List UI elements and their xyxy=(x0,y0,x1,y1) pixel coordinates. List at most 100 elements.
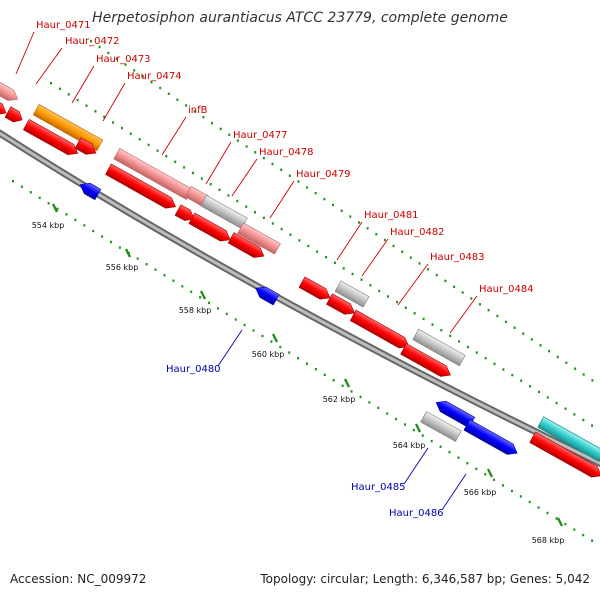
tick-dot xyxy=(511,373,514,377)
tick-dot xyxy=(12,180,14,183)
gene-feature-red[interactable] xyxy=(105,163,178,212)
tick-dot xyxy=(254,151,257,154)
tick-dot xyxy=(193,110,196,113)
tick-dot xyxy=(29,191,32,194)
tick-dot xyxy=(234,318,237,321)
tick-dot xyxy=(383,238,386,242)
tick-dot xyxy=(510,489,513,493)
gene-feature-red[interactable] xyxy=(400,343,454,381)
kbp-major-tick xyxy=(343,378,351,388)
tick-dot xyxy=(528,500,531,504)
tick-dot xyxy=(449,334,452,337)
gene-label[interactable]: Haur_0472 xyxy=(65,36,120,47)
tick-dot xyxy=(427,268,430,271)
tick-dot xyxy=(413,312,416,315)
gene-feature-red[interactable] xyxy=(0,98,9,118)
tick-dot xyxy=(270,340,273,343)
gene-feature-red[interactable] xyxy=(74,137,99,159)
gene-label[interactable]: Haur_0483 xyxy=(430,252,485,263)
gene-feature-red[interactable] xyxy=(188,212,233,245)
tick-dot xyxy=(323,197,326,201)
tick-dot xyxy=(225,312,228,316)
gene-label[interactable]: Haur_0477 xyxy=(233,130,288,141)
gene-label[interactable]: Haur_0486 xyxy=(389,508,444,519)
tick-dot xyxy=(211,121,213,125)
gene-label[interactable]: Haur_0471 xyxy=(36,20,91,31)
tick-dot xyxy=(333,261,336,264)
gene-feature-blue[interactable] xyxy=(77,179,102,201)
tick-dot xyxy=(118,246,121,249)
tick-dot xyxy=(147,143,150,147)
tick-dot xyxy=(453,285,456,288)
tick-dot xyxy=(236,139,239,142)
gene-feature-pink[interactable] xyxy=(113,148,193,200)
gene-label[interactable]: Haur_0473 xyxy=(96,54,151,65)
gene-feature-red[interactable] xyxy=(529,431,600,481)
tick-dot xyxy=(316,250,319,253)
gene-feature-red[interactable] xyxy=(4,106,25,125)
kbp-label: 556 kbp xyxy=(106,263,139,272)
tick-dot xyxy=(47,202,50,205)
tick-dot xyxy=(314,368,317,371)
tick-dot xyxy=(103,115,106,119)
tick-dot xyxy=(522,332,525,335)
tick-dot xyxy=(92,229,95,233)
tick-dot xyxy=(458,340,461,343)
gene-feature-red[interactable] xyxy=(349,309,412,352)
gene-feature-blue[interactable] xyxy=(253,283,280,306)
gene-label[interactable]: Haur_0481 xyxy=(364,210,419,221)
tick-dot xyxy=(537,506,540,509)
gene-feature-red[interactable] xyxy=(326,293,358,319)
gene-leader-line xyxy=(361,238,389,277)
tick-dot xyxy=(245,145,248,148)
tick-dot xyxy=(288,174,291,177)
tick-dot xyxy=(74,218,77,222)
tick-dot xyxy=(209,183,212,186)
tick-dot xyxy=(591,379,594,382)
tick-dot xyxy=(375,233,378,236)
gene-leader-line xyxy=(269,180,295,219)
gene-feature-red[interactable] xyxy=(227,232,267,262)
gene-label[interactable]: Haur_0478 xyxy=(259,147,314,158)
gene-label[interactable]: Haur_0480 xyxy=(166,364,221,375)
tick-dot xyxy=(190,290,193,293)
gene-feature-red[interactable] xyxy=(174,204,197,224)
gene-label[interactable]: infB xyxy=(188,105,208,116)
gene-feature-gray[interactable] xyxy=(334,280,370,308)
kbp-major-tick xyxy=(486,468,494,478)
gene-label[interactable]: Haur_0485 xyxy=(351,482,406,493)
gene-leader-line xyxy=(15,31,35,75)
gene-label[interactable]: Haur_0474 xyxy=(127,71,182,82)
kbp-label: 560 kbp xyxy=(252,350,285,359)
tick-dot xyxy=(548,349,551,353)
gene-label[interactable]: Haur_0482 xyxy=(390,227,445,238)
tick-dot xyxy=(243,323,246,327)
gene-feature-red[interactable] xyxy=(22,118,80,158)
tick-dot xyxy=(368,401,371,404)
tick-dot xyxy=(369,284,372,287)
gene-feature-orange[interactable] xyxy=(32,104,104,151)
kbp-major-tick xyxy=(51,203,59,213)
gene-label[interactable]: Haur_0484 xyxy=(479,284,534,295)
gene-feature-red[interactable] xyxy=(298,276,333,303)
tick-dot xyxy=(565,361,568,364)
tick-dot xyxy=(502,368,505,371)
gene-label[interactable]: Haur_0479 xyxy=(296,169,351,180)
tick-dot xyxy=(431,323,434,326)
tick-dot xyxy=(573,528,576,531)
tick-dot xyxy=(502,484,504,487)
tick-dot xyxy=(470,297,473,300)
tick-dot xyxy=(539,344,542,347)
gene-feature-cyan[interactable] xyxy=(537,416,600,462)
gene-feature-pink[interactable] xyxy=(237,222,281,255)
gene-feature-gray[interactable] xyxy=(412,328,466,367)
tick-dot xyxy=(350,390,353,393)
tick-dot xyxy=(351,272,354,276)
gene-feature-gray[interactable] xyxy=(420,411,462,442)
gene-feature-blue[interactable] xyxy=(463,419,520,459)
tick-dot xyxy=(262,156,265,160)
gene-leader-line xyxy=(71,65,95,104)
gene-leader-line xyxy=(403,447,429,485)
gene-feature-pink[interactable] xyxy=(0,78,21,104)
